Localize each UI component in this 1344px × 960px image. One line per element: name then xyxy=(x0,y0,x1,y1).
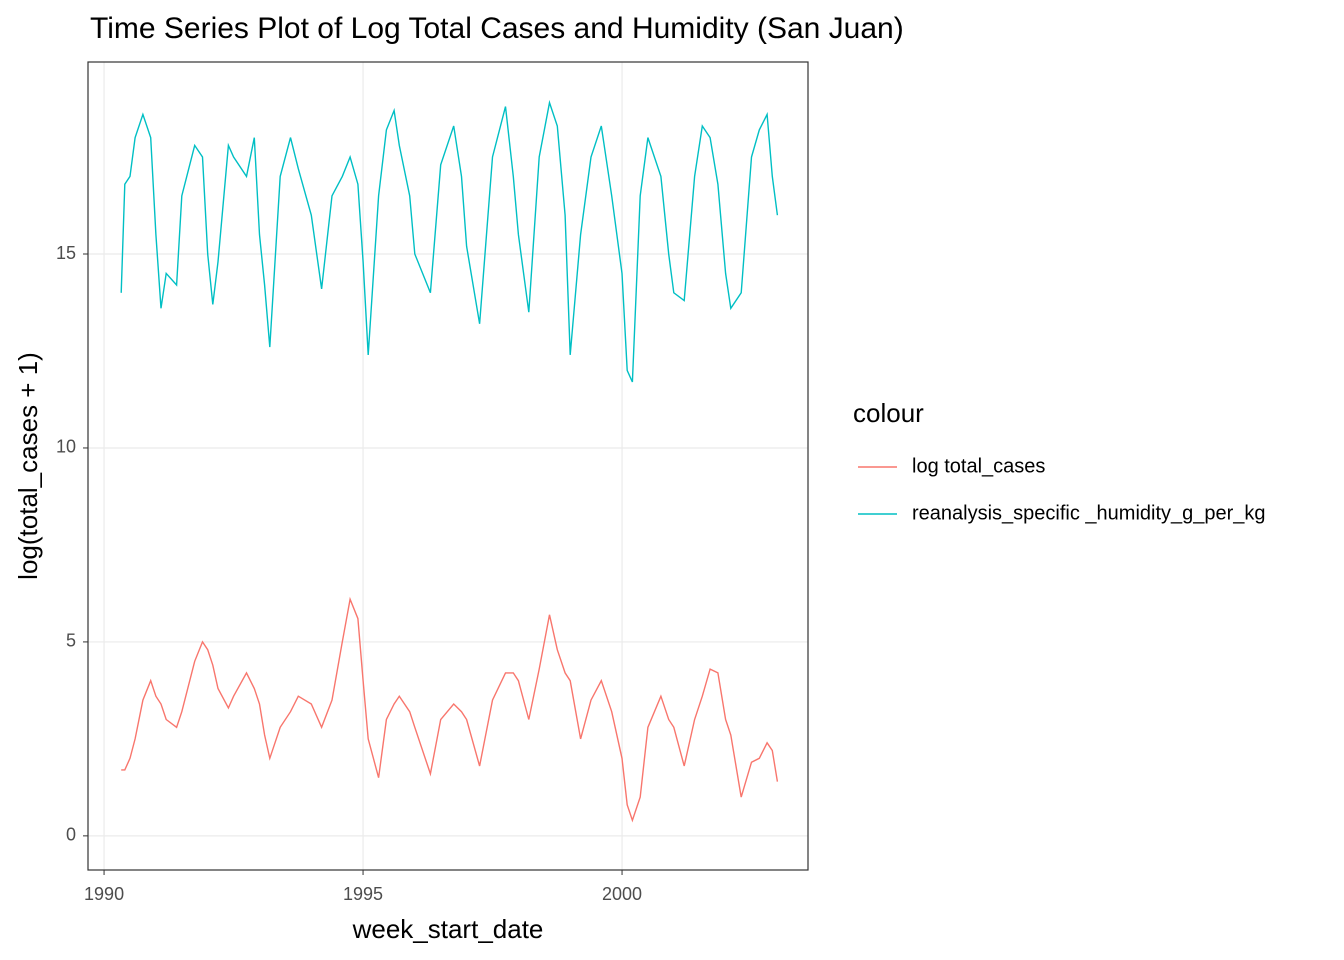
y-tick-label: 5 xyxy=(66,631,76,651)
panel-border xyxy=(87,61,809,871)
legend-title: colour xyxy=(853,398,924,428)
y-axis-label: log(total_cases + 1) xyxy=(13,352,43,580)
series-line xyxy=(120,99,779,383)
legend-label: log total_cases xyxy=(912,455,1045,477)
x-tick-label: 1990 xyxy=(84,884,124,904)
y-tick-label: 0 xyxy=(66,825,76,845)
x-tick-label: 1995 xyxy=(343,884,383,904)
y-tick-label: 10 xyxy=(56,437,76,457)
y-tick-label: 15 xyxy=(56,243,76,263)
chart-title: Time Series Plot of Log Total Cases and … xyxy=(90,12,904,45)
x-axis-label: week_start_date xyxy=(352,914,544,944)
legend-label: reanalysis_specific _humidity_g_per_kg xyxy=(912,502,1266,524)
series-line xyxy=(121,596,779,823)
x-tick-label: 2000 xyxy=(602,884,642,904)
